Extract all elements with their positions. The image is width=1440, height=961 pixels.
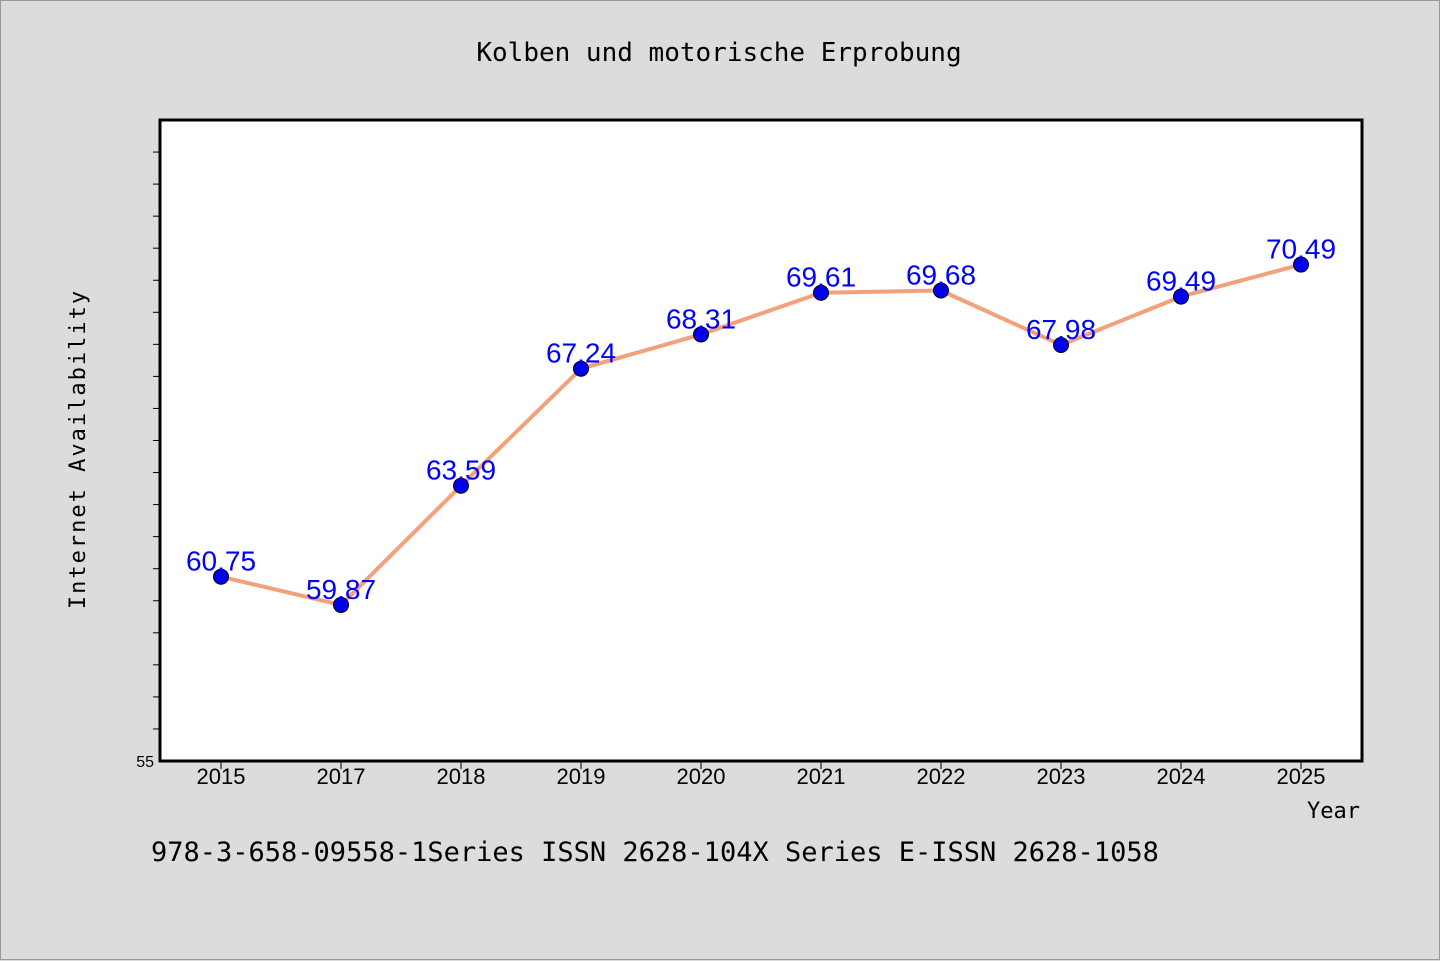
data-point — [213, 568, 229, 585]
data-label: 69.61 — [786, 262, 856, 293]
x-tick-label: 2024 — [1157, 764, 1206, 789]
data-label: 63.59 — [426, 455, 496, 486]
x-axis-title: Year — [1307, 799, 1360, 824]
data-point — [1173, 288, 1189, 305]
data-point — [933, 282, 949, 299]
data-label: 69.68 — [906, 260, 976, 291]
data-label: 67.24 — [546, 338, 616, 369]
data-point — [333, 596, 349, 613]
series-layer: 60.75 59.87 63.59 67.24 68.31 69.61 69.68 67.98… — [186, 234, 1336, 613]
data-point — [453, 477, 469, 494]
data-point — [1053, 336, 1069, 353]
x-tick-label: 2025 — [1277, 764, 1326, 789]
y-axis-title: Internet Availability — [66, 289, 91, 609]
chart-title: Kolben und motorische Erprobung — [476, 38, 961, 68]
data-label: 69.49 — [1146, 266, 1216, 297]
data-label: 68.31 — [666, 303, 736, 334]
data-point — [693, 326, 709, 343]
data-label: 60.75 — [186, 546, 256, 577]
x-tick-label: 2017 — [317, 764, 366, 789]
y-tick-label: 55 — [136, 754, 154, 771]
x-tick-label: 2023 — [1037, 764, 1086, 789]
x-tick-label: 2015 — [197, 764, 246, 789]
data-label: 70.49 — [1266, 234, 1336, 265]
data-label: 67.98 — [1026, 314, 1096, 345]
x-tick-label: 2018 — [437, 764, 486, 789]
x-axis-ticks: 2015 2017 2018 2019 2020 2021 2022 2023 2024 2025 — [197, 761, 1326, 789]
x-tick-label: 2021 — [797, 764, 846, 789]
series-line — [220, 262, 1302, 607]
data-point — [573, 360, 589, 377]
data-point — [1293, 256, 1309, 273]
footer-isbn-note: 978-3-658-09558-1Series ISSN 2628-104X S… — [151, 837, 1159, 868]
y-axis-ticks: 55 — [136, 151, 160, 771]
data-label: 59.87 — [306, 574, 376, 605]
x-tick-label: 2019 — [557, 764, 606, 789]
x-tick-label: 2020 — [677, 764, 726, 789]
data-point — [813, 284, 829, 301]
plot-area — [158, 118, 1364, 763]
x-tick-label: 2022 — [917, 764, 966, 789]
